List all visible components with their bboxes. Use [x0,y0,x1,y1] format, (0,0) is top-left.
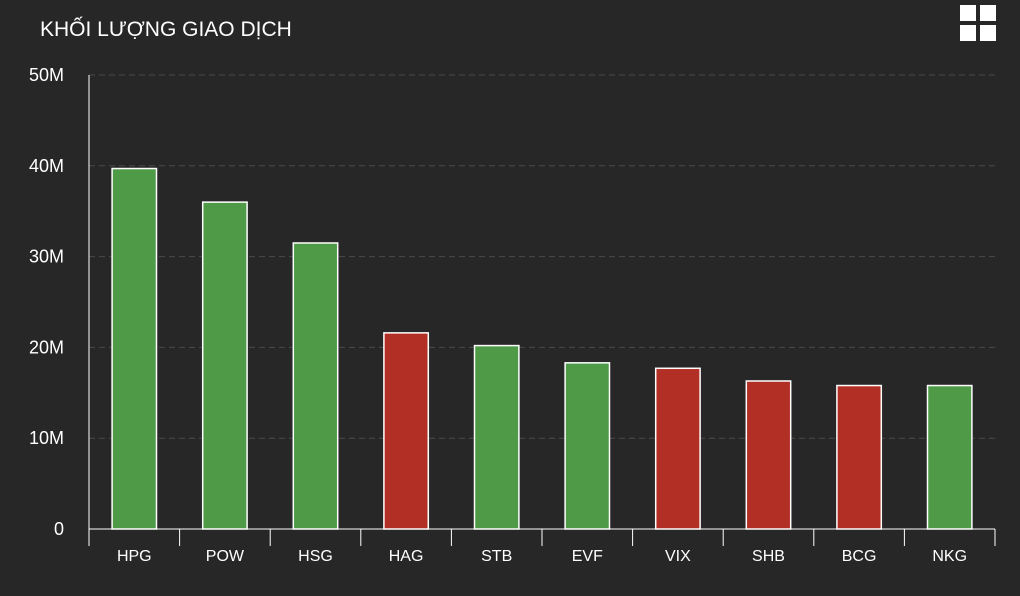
x-tick-label: HAG [389,548,424,565]
x-tick-label: POW [206,548,245,565]
bar-hag [383,332,430,530]
x-tick-label: BCG [842,548,877,565]
x-tick-label: NKG [932,548,967,565]
y-tick-label: 20M [29,337,64,357]
grid-menu-icon-cell [980,25,996,41]
chart-title: KHỐI LƯỢNG GIAO DỊCH [40,18,292,41]
bar-vix [654,367,701,530]
bar-shb [745,380,792,530]
y-tick-label: 0 [54,519,64,539]
bar-stb [473,344,520,530]
y-tick-label: 30M [29,247,64,267]
bar-pow [201,201,248,530]
x-tick-label: HPG [117,548,152,565]
bar-hsg [292,242,339,530]
x-tick-label: EVF [572,548,603,565]
y-tick-label: 10M [29,428,64,448]
x-tick-label: HSG [298,548,333,565]
grid-menu-icon[interactable] [960,5,996,41]
y-tick-label: 40M [29,156,64,176]
x-tick-label: VIX [665,548,691,565]
grid-menu-icon-cell [980,5,996,21]
y-tick-label: 50M [29,65,64,85]
bar-bcg [836,384,883,530]
bar-evf [564,362,611,530]
grid-menu-icon-cell [960,5,976,21]
x-tick-label: STB [481,548,512,565]
bar-nkg [926,384,973,530]
grid-menu-icon-cell [960,25,976,41]
bar-hpg [111,167,158,530]
x-tick-label: SHB [752,548,785,565]
